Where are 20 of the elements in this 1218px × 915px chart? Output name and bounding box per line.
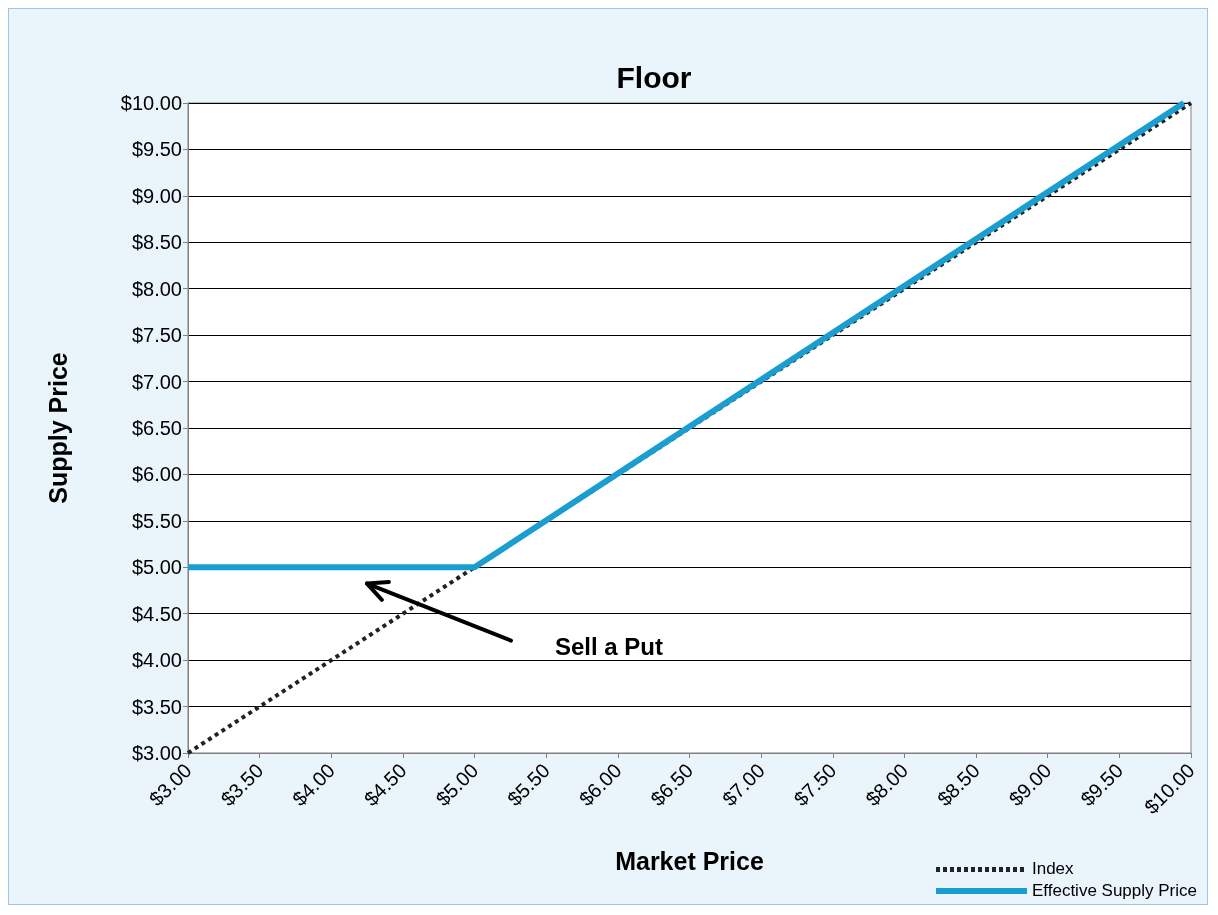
- x-axis-title: Market Price: [615, 846, 764, 875]
- y-tick-label: $6.50: [131, 417, 182, 439]
- y-tick-label: $8.50: [131, 231, 182, 254]
- chart-title: Floor: [616, 60, 692, 94]
- y-tick-label: $7.50: [131, 324, 182, 347]
- y-tick-label: $8.00: [131, 277, 182, 300]
- y-tick-label: $5.50: [131, 509, 182, 532]
- y-tick-label: $7.00: [131, 370, 182, 393]
- y-tick-label: $4.50: [131, 602, 182, 625]
- y-tick-label: $3.00: [131, 742, 182, 764]
- y-tick-label: $3.50: [131, 695, 182, 718]
- legend-label: Effective Supply Price: [1031, 881, 1197, 901]
- y-axis-title: Supply Price: [43, 352, 72, 504]
- y-tick-label: $9.50: [131, 138, 182, 161]
- y-tick-label: $6.00: [131, 463, 182, 486]
- legend-label: Index: [1031, 859, 1074, 879]
- y-tick-label: $9.00: [131, 184, 182, 207]
- y-tick-label: $5.00: [131, 556, 182, 579]
- y-tick-label: $4.00: [131, 649, 182, 672]
- y-tick-label: $10.00: [120, 92, 182, 114]
